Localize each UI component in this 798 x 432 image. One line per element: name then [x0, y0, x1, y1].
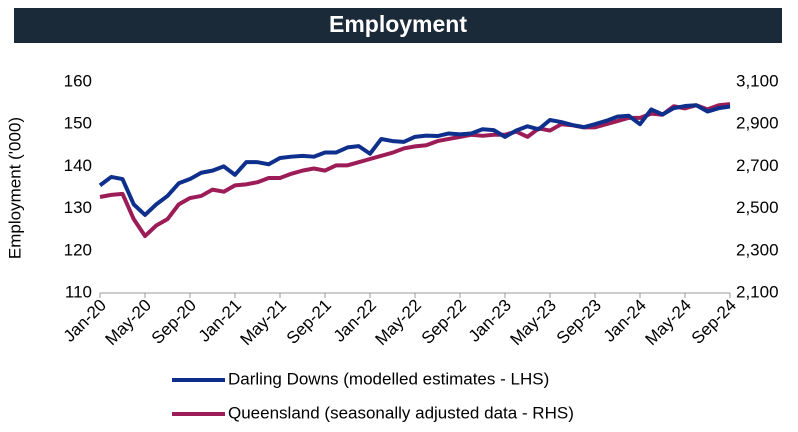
x-tick-label: Jan-21	[195, 296, 245, 346]
x-tick-label: May-23	[506, 296, 560, 350]
x-tick-label: Sep-24	[688, 296, 740, 348]
x-tick-label: Sep-20	[148, 296, 200, 348]
x-tick-label: Jan-24	[600, 296, 650, 346]
y-tick-label: 160	[64, 71, 92, 90]
x-tick-label: May-22	[371, 296, 425, 350]
x-tick-label: Sep-22	[418, 296, 470, 348]
title-banner	[14, 8, 782, 43]
x-tick-label: Jan-23	[465, 296, 515, 346]
chart-title: Employment	[329, 11, 467, 37]
series-line	[98, 103, 731, 217]
y-tick-label: 110	[65, 282, 92, 301]
y2-tick-label: 2,500	[736, 198, 779, 217]
x-tick-label: May-21	[236, 296, 290, 350]
legend-label: Darling Downs (modelled estimates - LHS)	[228, 369, 549, 388]
y2-tick-label: 2,100	[736, 282, 779, 301]
x-tick-label: Jan-20	[60, 296, 110, 346]
x-tick-label: Sep-23	[553, 296, 605, 348]
y-tick-label: 130	[64, 198, 92, 217]
y2-tick-label: 3,100	[736, 71, 779, 90]
y-tick-label: 150	[64, 114, 92, 133]
y-tick-label: 140	[64, 156, 92, 175]
y-tick-label: 120	[64, 240, 92, 259]
y2-tick-label: 2,300	[736, 240, 779, 259]
x-tick-label: May-24	[641, 296, 695, 350]
y2-tick-label: 2,900	[736, 114, 779, 133]
x-tick-label: May-20	[101, 296, 155, 350]
series-line	[99, 102, 731, 239]
y2-tick-label: 2,700	[736, 156, 779, 175]
y-axis-label: Employment ('000)	[5, 117, 24, 259]
x-tick-label: Jan-22	[330, 296, 380, 346]
x-tick-label: Sep-21	[283, 296, 335, 348]
legend-label: Queensland (seasonally adjusted data - R…	[228, 403, 574, 422]
